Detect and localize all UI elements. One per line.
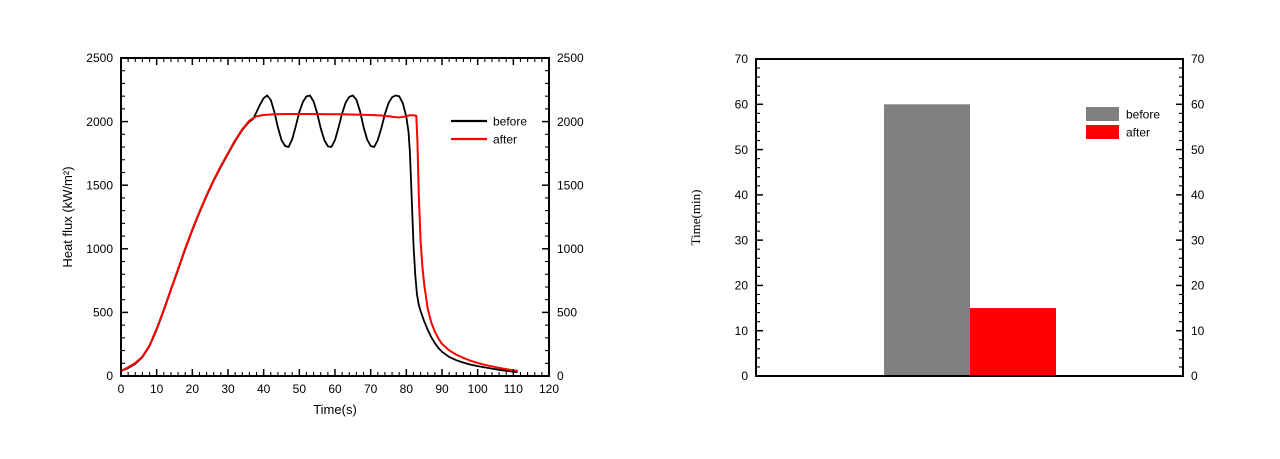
svg-text:10: 10 (1191, 324, 1205, 338)
svg-text:40: 40 (735, 188, 749, 202)
svg-text:20: 20 (1191, 279, 1205, 293)
legend: before after (451, 114, 527, 146)
svg-text:100: 100 (468, 382, 488, 396)
svg-text:before: before (493, 114, 527, 128)
svg-text:0: 0 (557, 369, 564, 383)
svg-text:0: 0 (741, 369, 748, 383)
svg-text:20: 20 (735, 279, 749, 293)
svg-text:80: 80 (400, 382, 414, 396)
svg-text:2000: 2000 (86, 115, 113, 129)
svg-text:50: 50 (1191, 143, 1205, 157)
svg-text:500: 500 (557, 306, 577, 320)
svg-text:120: 120 (539, 382, 559, 396)
svg-text:60: 60 (735, 97, 749, 111)
svg-text:2500: 2500 (557, 51, 584, 65)
x-axis-ticks (120, 58, 550, 376)
svg-text:40: 40 (1191, 188, 1205, 202)
svg-text:50: 50 (293, 382, 307, 396)
x-axis-labels: 0 10 20 30 40 50 60 70 80 90 100 110 120 (118, 382, 560, 396)
burn-time-bar-chart: 0 0 10 10 20 20 30 30 40 40 50 50 60 60 70 70 Time(min) b… (688, 52, 1205, 383)
y-axis-title: Time(min) (688, 190, 703, 246)
x-axis-title: Time(s) (313, 402, 357, 417)
svg-text:2000: 2000 (557, 115, 584, 129)
y-axis-title: Heat flux (kW/m²) (60, 166, 75, 267)
svg-text:0: 0 (106, 369, 113, 383)
series-after (120, 113, 518, 372)
bar-before (884, 104, 970, 377)
svg-text:60: 60 (1191, 97, 1205, 111)
svg-text:1000: 1000 (557, 242, 584, 256)
svg-text:60: 60 (328, 382, 342, 396)
data-bars (884, 104, 1056, 377)
svg-text:70: 70 (364, 382, 378, 396)
svg-text:70: 70 (735, 52, 749, 66)
svg-text:10: 10 (150, 382, 164, 396)
svg-text:0: 0 (1191, 369, 1198, 383)
svg-text:Time(s): Time(s) (313, 402, 357, 417)
legend: before after (1086, 107, 1160, 139)
data-series (120, 94, 518, 374)
svg-text:1500: 1500 (86, 178, 113, 192)
svg-text:1500: 1500 (557, 178, 584, 192)
svg-text:after: after (1126, 125, 1150, 139)
plot-frame (755, 58, 1184, 377)
svg-text:0: 0 (118, 382, 125, 396)
bar-after (970, 308, 1056, 376)
series-before (120, 94, 518, 374)
svg-text:50: 50 (735, 143, 749, 157)
svg-text:70: 70 (1191, 52, 1205, 66)
svg-text:500: 500 (93, 306, 113, 320)
svg-text:before: before (1126, 107, 1160, 121)
plot-frame (120, 57, 550, 377)
svg-text:30: 30 (1191, 233, 1205, 247)
svg-text:Heat flux (kW/m²): Heat flux (kW/m²) (60, 166, 75, 267)
svg-text:20: 20 (186, 382, 200, 396)
y-axis-ticks (121, 57, 549, 377)
svg-text:10: 10 (735, 324, 749, 338)
svg-text:Time(min): Time(min) (688, 190, 703, 246)
svg-text:1000: 1000 (86, 242, 113, 256)
svg-text:after: after (493, 132, 517, 146)
svg-text:30: 30 (735, 233, 749, 247)
y-axis-labels: 0 0 500 500 1000 1000 1500 1500 2000 2000 2500 2500 (86, 51, 584, 383)
svg-text:110: 110 (504, 382, 523, 396)
svg-text:40: 40 (257, 382, 271, 396)
svg-text:90: 90 (435, 382, 449, 396)
y-axis-labels: 0 0 10 10 20 20 30 30 40 40 50 50 60 60 70 70 (735, 52, 1205, 383)
y-axis-ticks (756, 58, 1183, 377)
svg-text:30: 30 (221, 382, 235, 396)
svg-text:2500: 2500 (86, 51, 113, 65)
